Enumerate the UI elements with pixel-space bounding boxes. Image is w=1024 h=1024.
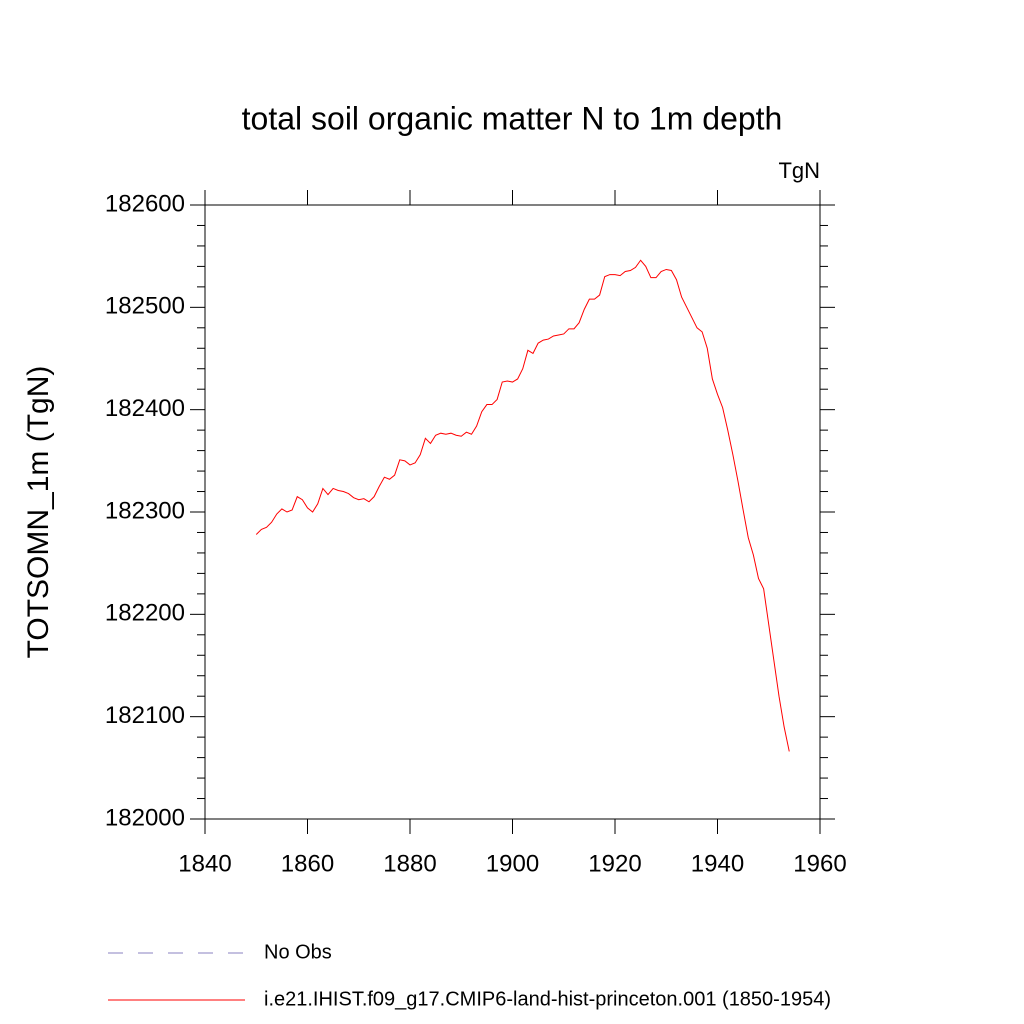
legend-label: i.e21.IHIST.f09_g17.CMIP6-land-hist-prin… [264, 988, 831, 1010]
y-tick-label: 182300 [105, 497, 185, 524]
x-tick-label: 1940 [691, 850, 744, 877]
x-tick-label: 1880 [383, 850, 436, 877]
y-tick-label: 182000 [105, 804, 185, 831]
x-tick-label: 1860 [281, 850, 334, 877]
plot-frame [204, 204, 821, 820]
y-tick-label: 182100 [105, 702, 185, 729]
units-label: TgN [778, 158, 820, 183]
y-tick-label: 182500 [105, 293, 185, 320]
x-tick-label: 1840 [178, 850, 231, 877]
x-tick-label: 1920 [588, 850, 641, 877]
data-line [255, 259, 790, 752]
y-tick-label: 182200 [105, 600, 185, 627]
x-tick-label: 1960 [793, 850, 846, 877]
x-tick-label: 1900 [486, 850, 539, 877]
chart-title: total soil organic matter N to 1m depth [242, 100, 783, 136]
y-tick-label: 182600 [105, 190, 185, 217]
y-axis-label: TOTSOMN_1m (TgN) [22, 366, 55, 659]
legend-label: No Obs [264, 941, 332, 963]
y-tick-label: 182400 [105, 395, 185, 422]
